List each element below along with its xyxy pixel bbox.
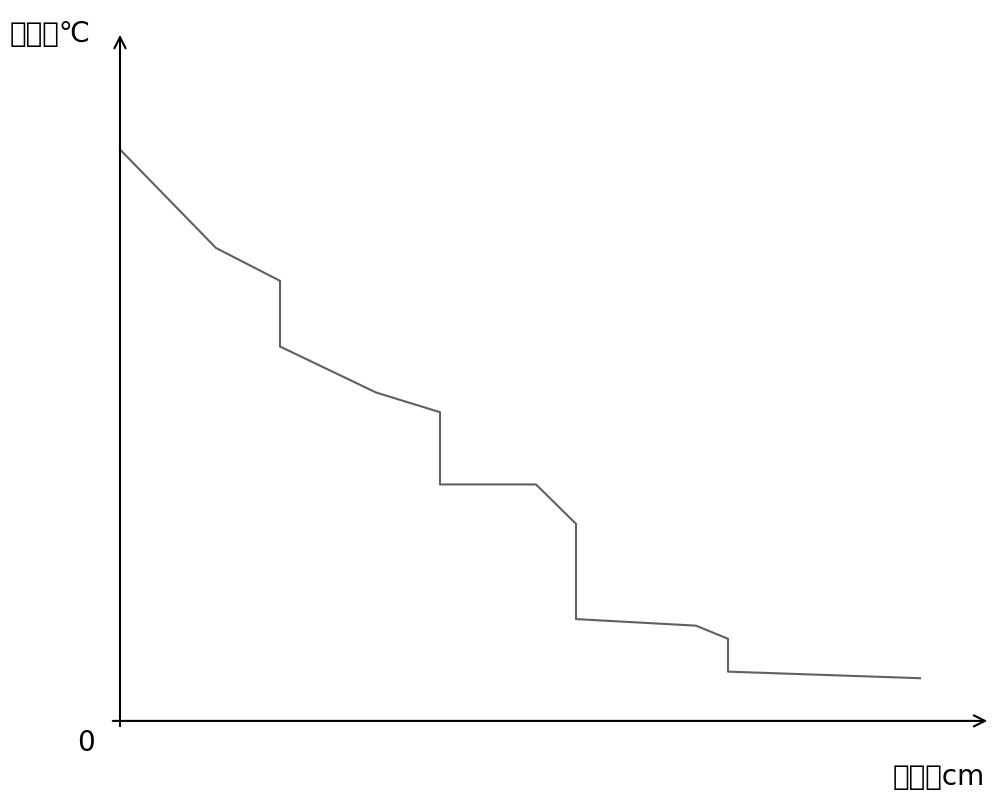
Text: 温度／℃: 温度／℃ (10, 20, 91, 48)
Text: 0: 0 (77, 729, 95, 757)
Text: 距离／cm: 距离／cm (893, 763, 985, 791)
